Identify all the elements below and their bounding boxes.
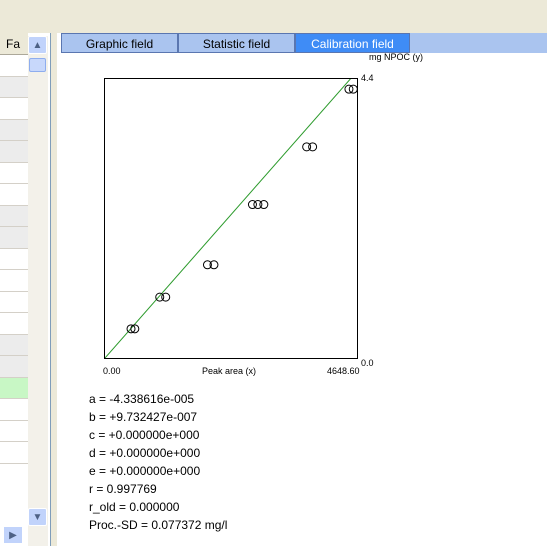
regression-parameters: a = -4.338616e-005 b = +9.732427e-007 c …: [89, 390, 227, 534]
param-d: d = +0.000000e+000: [89, 446, 201, 460]
table-row[interactable]: [0, 334, 28, 356]
data-point: [161, 292, 171, 302]
table-row[interactable]: [0, 270, 28, 292]
table-row[interactable]: [0, 377, 28, 399]
table-row[interactable]: [0, 421, 28, 442]
table-row[interactable]: [0, 119, 28, 141]
param-c: c = +0.000000e+000: [89, 428, 200, 442]
tab-strip-fill: [406, 33, 547, 53]
tab-calibration-field[interactable]: Calibration field: [295, 33, 410, 53]
param-b: b = +9.732427e-007: [89, 410, 198, 424]
column-header-fa[interactable]: Fa: [0, 33, 28, 55]
data-point: [202, 260, 212, 270]
x-max-label: 4648.60: [327, 366, 360, 376]
table-row[interactable]: [0, 98, 28, 120]
data-point: [302, 142, 312, 152]
calibration-chart-svg: [105, 79, 357, 358]
vertical-scrollbar[interactable]: ▲ ▼: [28, 36, 48, 546]
data-point: [155, 292, 165, 302]
table-row[interactable]: [0, 442, 28, 464]
data-point: [344, 84, 354, 94]
x-axis-label: Peak area (x): [202, 366, 257, 376]
table-row[interactable]: [0, 227, 28, 249]
table-row[interactable]: [0, 76, 28, 98]
x-min-label: 0.00: [103, 366, 121, 376]
data-point: [308, 142, 318, 152]
table-row[interactable]: [0, 205, 28, 227]
y-max-label: 4.4: [361, 73, 374, 83]
y-axis-label: mg NPOC (y): [369, 52, 423, 62]
scroll-right-button[interactable]: ▶: [3, 526, 23, 544]
scroll-down-button[interactable]: ▼: [28, 508, 47, 526]
data-point: [209, 260, 219, 270]
table-row[interactable]: [0, 163, 28, 184]
data-point: [130, 324, 140, 334]
tab-graphic-field[interactable]: Graphic field: [61, 33, 178, 53]
table-row[interactable]: [0, 184, 28, 206]
data-point: [126, 324, 136, 334]
scroll-up-button[interactable]: ▲: [28, 36, 47, 54]
param-r: r = 0.997769: [89, 482, 157, 496]
table-row[interactable]: [0, 55, 28, 77]
chevron-right-icon: ▶: [9, 529, 17, 541]
param-e: e = +0.000000e+000: [89, 464, 201, 478]
table-row[interactable]: [0, 249, 28, 270]
left-table-panel: Fa ▲ ▼: [0, 33, 51, 546]
tab-strip: Graphic field Statistic field Calibratio…: [61, 33, 410, 53]
table-row[interactable]: [0, 399, 28, 421]
data-point: [253, 200, 263, 210]
table-row[interactable]: [0, 141, 28, 163]
calibration-panel: Graphic field Statistic field Calibratio…: [57, 33, 547, 546]
calibration-plot: [104, 78, 358, 359]
table-row[interactable]: [0, 356, 28, 378]
param-r-old: r_old = 0.000000: [89, 500, 180, 514]
y-min-label: 0.0: [361, 358, 374, 368]
tab-statistic-field[interactable]: Statistic field: [178, 33, 295, 53]
regression-line: [105, 79, 351, 358]
scroll-thumb[interactable]: [29, 58, 46, 72]
data-point: [247, 200, 257, 210]
data-point: [348, 84, 357, 94]
chevron-up-icon: ▲: [32, 39, 43, 51]
chevron-down-icon: ▼: [32, 511, 43, 523]
left-table-rows: [0, 55, 28, 464]
param-a: a = -4.338616e-005: [89, 392, 195, 406]
table-row[interactable]: [0, 292, 28, 313]
data-point: [259, 200, 269, 210]
param-proc-sd: Proc.-SD = 0.077372 mg/l: [89, 518, 228, 532]
table-row[interactable]: [0, 313, 28, 335]
